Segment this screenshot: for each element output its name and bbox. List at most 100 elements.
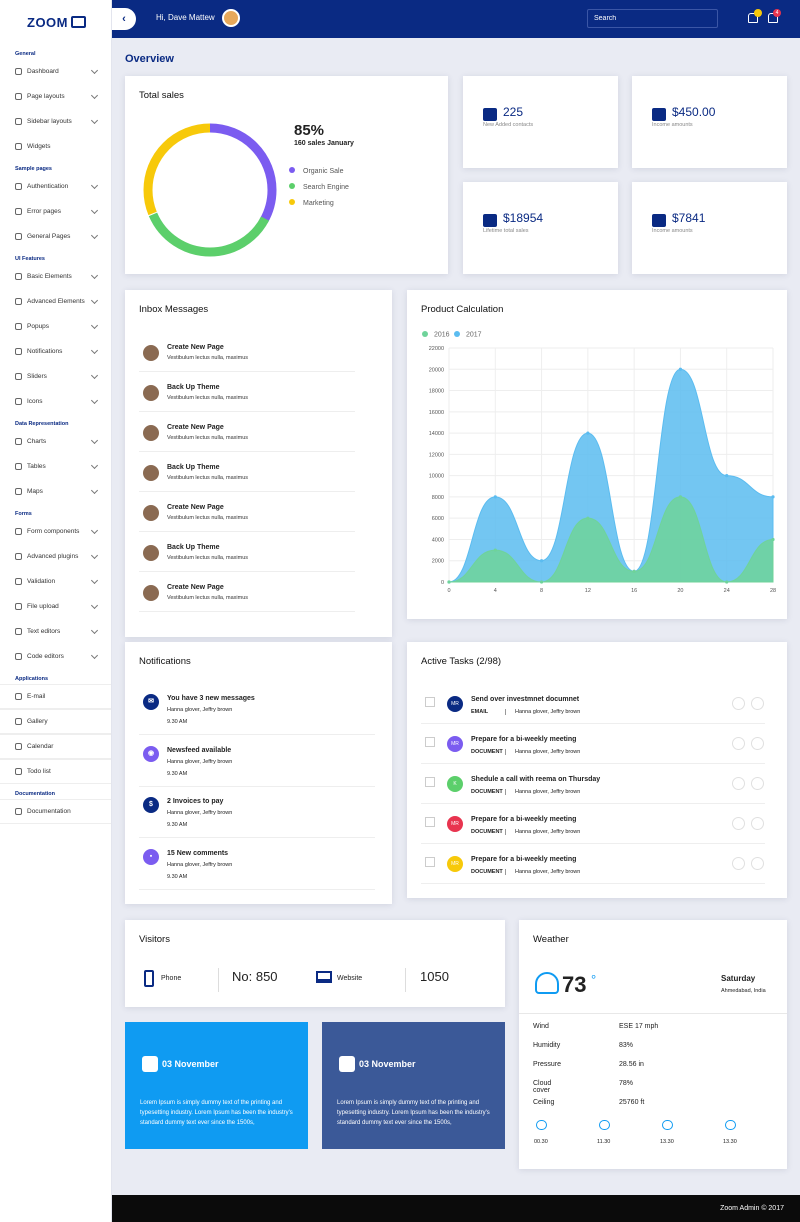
chevron-down-icon[interactable] (90, 576, 99, 585)
sidebar-item-file-upload[interactable]: File upload (0, 594, 111, 619)
chevron-down-icon[interactable] (90, 116, 99, 125)
chevron-down-icon[interactable] (90, 206, 99, 215)
avatar (143, 465, 159, 481)
sliders-icon (15, 373, 22, 380)
sidebar-item-advanced-plugins[interactable]: Advanced plugins (0, 544, 111, 569)
task-checkbox[interactable] (425, 697, 435, 707)
sidebar-item-e-mail[interactable]: E-mail (0, 684, 111, 709)
sidebar-item-todo-list[interactable]: Todo list (0, 759, 111, 784)
sidebar-item-popups[interactable]: Popups (0, 314, 111, 339)
chevron-down-icon[interactable] (90, 626, 99, 635)
y-tick-label: 14000 (429, 431, 444, 437)
notification-time: 9.30 AM (167, 822, 188, 828)
inbox-message[interactable]: Create New Page Vestibulum lectus nulla, … (139, 332, 355, 372)
sidebar-item-notifications[interactable]: Notifications (0, 339, 111, 364)
sidebar-item-gallery[interactable]: Gallery (0, 709, 111, 734)
chevron-down-icon[interactable] (90, 296, 99, 305)
fog-icon (725, 1120, 736, 1130)
inbox-message[interactable]: Back Up Theme Vestibulum lectus nulla, ma… (139, 452, 355, 492)
notification-item[interactable]: ◉ Newsfeed available Hanna glover, Jeffry … (139, 736, 375, 787)
sidebar-item-advanced-elements[interactable]: Advanced Elements (0, 289, 111, 314)
widgets-icon (15, 143, 22, 150)
add-icon[interactable] (751, 777, 764, 790)
inbox-message[interactable]: Back Up Theme Vestibulum lectus nulla, ma… (139, 532, 355, 572)
edit-icon[interactable] (732, 817, 745, 830)
inbox-message[interactable]: Create New Page Vestibulum lectus nulla, … (139, 412, 355, 452)
inbox-message[interactable]: Back Up Theme Vestibulum lectus nulla, ma… (139, 372, 355, 412)
sidebar-item-code-editors[interactable]: Code editors (0, 644, 111, 669)
sidebar-item-label: Gallery (27, 718, 48, 725)
temperature-unit: ° (591, 972, 597, 987)
chevron-down-icon[interactable] (90, 651, 99, 660)
edit-icon[interactable] (732, 737, 745, 750)
task-checkbox[interactable] (425, 777, 435, 787)
notification-title: 15 New comments (167, 849, 229, 857)
avatar[interactable] (222, 9, 240, 27)
sidebar-item-general-pages[interactable]: General Pages (0, 224, 111, 249)
sidebar-item-sidebar-layouts[interactable]: Sidebar layouts (0, 109, 111, 134)
sidebar-item-error-pages[interactable]: Error pages (0, 199, 111, 224)
sidebar-item-calendar[interactable]: Calendar (0, 734, 111, 759)
task-checkbox[interactable] (425, 857, 435, 867)
inbox-message[interactable]: Create New Page Vestibulum lectus nulla, … (139, 492, 355, 532)
sidebar-item-validation[interactable]: Validation (0, 569, 111, 594)
weather-value: ESE 17 mph (619, 1023, 659, 1030)
bell-icon[interactable] (748, 13, 758, 23)
notification-item[interactable]: $2 Invoices to pay Hanna glover, Jeffry b… (139, 787, 375, 838)
chevron-down-icon[interactable] (90, 321, 99, 330)
sidebar-item-form-components[interactable]: Form components (0, 519, 111, 544)
sidebar-item-charts[interactable]: Charts (0, 429, 111, 454)
chevron-down-icon[interactable] (90, 551, 99, 560)
sidebar-item-icons[interactable]: Icons (0, 389, 111, 414)
divider (519, 1013, 787, 1014)
sidebar-item-text-editors[interactable]: Text editors (0, 619, 111, 644)
sidebar-item-page-layouts[interactable]: Page layouts (0, 84, 111, 109)
brand-logo[interactable]: ZOOM (0, 0, 111, 44)
avatar (143, 385, 159, 401)
chevron-down-icon[interactable] (90, 486, 99, 495)
chevron-down-icon[interactable] (90, 526, 99, 535)
add-icon[interactable] (751, 697, 764, 710)
sidebar-item-label: Code editors (27, 653, 64, 660)
data-point-2016 (725, 580, 729, 584)
twitter-icon[interactable] (142, 1056, 158, 1072)
add-icon[interactable] (751, 817, 764, 830)
edit-icon[interactable] (732, 697, 745, 710)
chevron-down-icon[interactable] (90, 66, 99, 75)
chevron-down-icon[interactable] (90, 461, 99, 470)
sidebar-item-label: Tables (27, 463, 46, 470)
chevron-down-icon[interactable] (90, 271, 99, 280)
add-icon[interactable] (751, 857, 764, 870)
chevron-down-icon[interactable] (90, 346, 99, 355)
notification-item[interactable]: ▪ 15 New comments Hanna glover, Jeffry bro… (139, 839, 375, 890)
sidebar-item-documentation[interactable]: Documentation (0, 799, 111, 824)
chevron-down-icon[interactable] (90, 371, 99, 380)
add-icon[interactable] (751, 737, 764, 750)
chevron-down-icon[interactable] (90, 181, 99, 190)
search-input[interactable] (587, 9, 718, 28)
sidebar-item-dashboard[interactable]: Dashboard (0, 59, 111, 84)
chevron-down-icon[interactable] (90, 231, 99, 240)
sidebar-item-maps[interactable]: Maps (0, 479, 111, 504)
sidebar-item-authentication[interactable]: Authentication (0, 174, 111, 199)
edit-icon[interactable] (732, 857, 745, 870)
collapse-sidebar-button[interactable]: ‹ (112, 8, 136, 30)
assignee-avatar: MR (447, 696, 463, 712)
chevron-down-icon[interactable] (90, 396, 99, 405)
facebook-icon[interactable] (339, 1056, 355, 1072)
sidebar-item-tables[interactable]: Tables (0, 454, 111, 479)
inbox-message[interactable]: Create New Page Vestibulum lectus nulla, … (139, 572, 355, 612)
chevron-down-icon[interactable] (90, 601, 99, 610)
moon-icon (536, 1120, 547, 1130)
edit-icon[interactable] (732, 777, 745, 790)
card-title: Active Tasks (2/98) (421, 656, 502, 667)
task-checkbox[interactable] (425, 737, 435, 747)
task-checkbox[interactable] (425, 817, 435, 827)
sidebar-item-widgets[interactable]: Widgets (0, 134, 111, 159)
chevron-down-icon[interactable] (90, 436, 99, 445)
popups-icon (15, 323, 22, 330)
notification-item[interactable]: ✉ You have 3 new messages Hanna glover, Je… (139, 684, 375, 735)
sidebar-item-sliders[interactable]: Sliders (0, 364, 111, 389)
chevron-down-icon[interactable] (90, 91, 99, 100)
sidebar-item-basic-elements[interactable]: Basic Elements (0, 264, 111, 289)
